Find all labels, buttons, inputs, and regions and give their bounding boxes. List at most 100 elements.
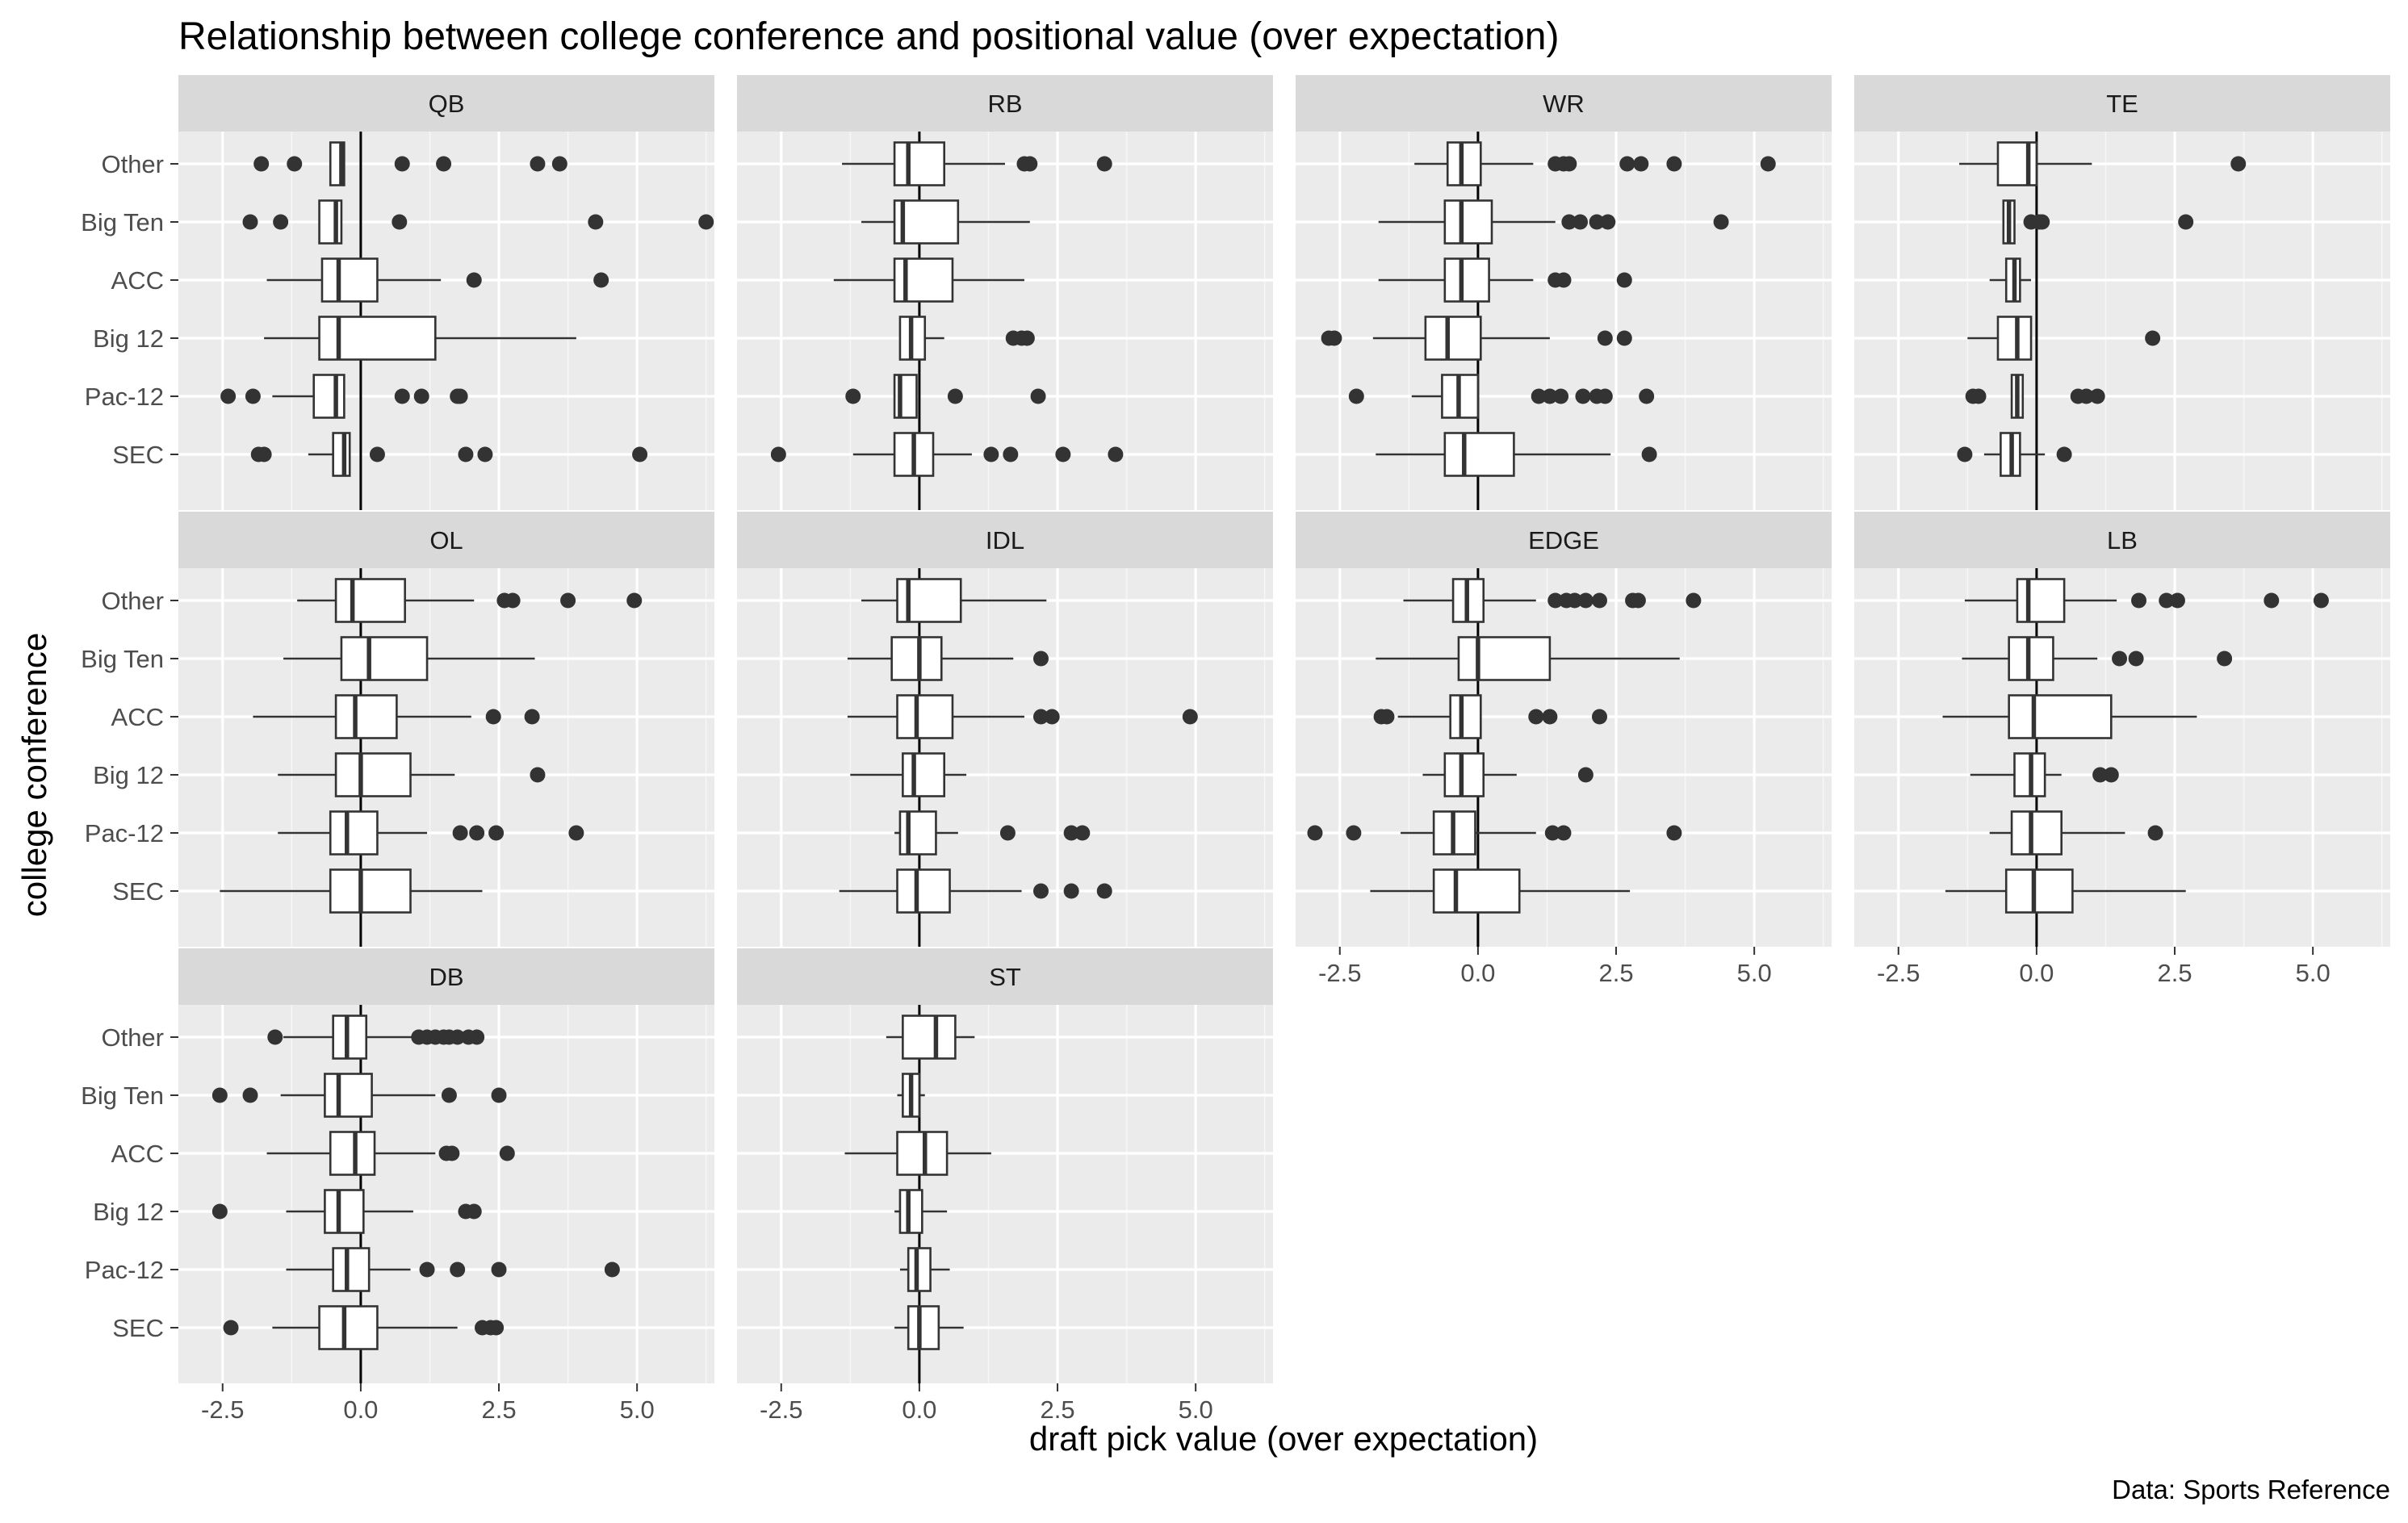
box-iqr: [332, 432, 351, 477]
outlier-point: [1531, 388, 1547, 404]
facet-strip: [737, 948, 1273, 1005]
outlier-point: [1055, 446, 1071, 462]
outlier-point: [2230, 156, 2247, 172]
x-tick-label: 0.0: [902, 1395, 936, 1424]
outlier-point: [287, 156, 303, 172]
outlier-point: [499, 1145, 515, 1161]
x-tick-label: 0.0: [1460, 959, 1495, 987]
x-tick-label: 5.0: [1737, 959, 1772, 987]
facet-panel-ol: OL Other Big Ten ACC Big 12 Pac-12 SEC: [81, 512, 714, 947]
outlier-point: [1063, 883, 1079, 899]
box-iqr: [334, 694, 398, 739]
boxplot-sec: [1376, 432, 1657, 477]
outlier-point: [1553, 388, 1569, 404]
outlier-point: [1567, 592, 1583, 609]
outlier-point: [1577, 767, 1593, 783]
facet-strip-label: QB: [429, 90, 465, 118]
outlier-point: [1575, 388, 1591, 404]
outlier-point: [1760, 156, 1776, 172]
outlier-point: [242, 1087, 258, 1103]
boxplot-big-12: [898, 316, 1035, 361]
boxplot-other: [297, 578, 643, 623]
y-tick-label: SEC: [112, 441, 164, 469]
boxplot-big-12: [850, 752, 967, 797]
facet-strip: [1854, 512, 2390, 568]
y-tick-label: ACC: [111, 703, 164, 731]
boxplot-sec: [894, 1305, 964, 1350]
y-tick-label: Big Ten: [81, 1082, 164, 1110]
box-iqr: [1443, 432, 1515, 477]
boxplot-sec: [770, 432, 1124, 477]
outlier-point: [1032, 651, 1049, 667]
box-iqr: [2008, 694, 2113, 739]
outlier-point: [2131, 592, 2147, 609]
x-tick-label: -2.5: [760, 1395, 802, 1424]
panel-background: [737, 568, 1273, 947]
box-iqr: [902, 752, 946, 797]
box-iqr: [2008, 636, 2054, 681]
boxplot-sec: [1370, 868, 1631, 914]
outlier-point: [2264, 592, 2280, 609]
boxplot-big-ten: [847, 636, 1049, 681]
boxplot-pac-12: [894, 810, 1091, 856]
boxplot-other: [1959, 141, 2247, 186]
facet-panel-idl: IDL: [737, 512, 1273, 947]
outlier-point: [1591, 709, 1607, 725]
y-axis-title: college conference: [15, 633, 53, 918]
x-axis-title: draft pick value (over expectation): [1029, 1420, 1538, 1458]
boxplot-big-12: [278, 752, 546, 797]
outlier-point: [1547, 592, 1564, 609]
box-iqr: [898, 1189, 923, 1234]
outlier-point: [1379, 709, 1395, 725]
boxplot-big-12: [894, 1189, 948, 1234]
y-tick-label: ACC: [111, 266, 164, 295]
outlier-point: [1063, 825, 1079, 841]
outlier-point: [1597, 388, 1613, 404]
y-tick-label: SEC: [112, 877, 164, 906]
outlier-point: [1182, 709, 1198, 725]
outlier-point: [1639, 388, 1655, 404]
facet-strip: [1296, 512, 1832, 568]
outlier-point: [256, 446, 272, 462]
outlier-point: [2092, 767, 2109, 783]
outlier-point: [1561, 156, 1577, 172]
outlier-point: [2217, 651, 2233, 667]
boxplot-acc: [1942, 694, 2197, 739]
outlier-point: [999, 825, 1016, 841]
outlier-point: [983, 446, 999, 462]
box-iqr: [334, 752, 412, 797]
outlier-point: [560, 592, 576, 609]
facet-panel-st: ST -2.5 0.0 2.5 5.0: [737, 948, 1273, 1424]
facet-strip-label: WR: [1543, 90, 1585, 118]
outlier-point: [1096, 156, 1112, 172]
outlier-point: [845, 388, 861, 404]
box-iqr: [893, 199, 960, 245]
panel-background: [1854, 132, 2390, 510]
panel-background: [178, 132, 714, 510]
outlier-point: [488, 825, 505, 841]
boxplot-sec: [839, 868, 1112, 914]
outlier-point: [1616, 272, 1632, 288]
outlier-point: [2178, 214, 2194, 230]
outlier-point: [491, 1261, 507, 1278]
outlier-point: [1713, 214, 1729, 230]
outlier-point: [452, 388, 468, 404]
box-iqr: [1424, 316, 1482, 361]
outlier-point: [1346, 825, 1362, 841]
outlier-point: [632, 446, 648, 462]
outlier-point: [2079, 388, 2095, 404]
box-iqr: [907, 1305, 940, 1350]
panel-background: [1854, 568, 2390, 947]
outlier-point: [604, 1261, 620, 1278]
boxplot-acc: [847, 694, 1198, 739]
outlier-point: [1619, 156, 1635, 172]
facet-panel-lb: LB -2.5 0.0 2.5 5.0: [1854, 512, 2390, 987]
box-iqr: [324, 1073, 373, 1118]
box-iqr: [902, 1015, 957, 1060]
boxplot-acc: [1378, 257, 1632, 303]
box-iqr: [320, 257, 379, 303]
outlier-point: [1542, 709, 1558, 725]
y-tick-label: Big 12: [93, 1198, 164, 1226]
boxplot-pac-12: [278, 810, 584, 856]
